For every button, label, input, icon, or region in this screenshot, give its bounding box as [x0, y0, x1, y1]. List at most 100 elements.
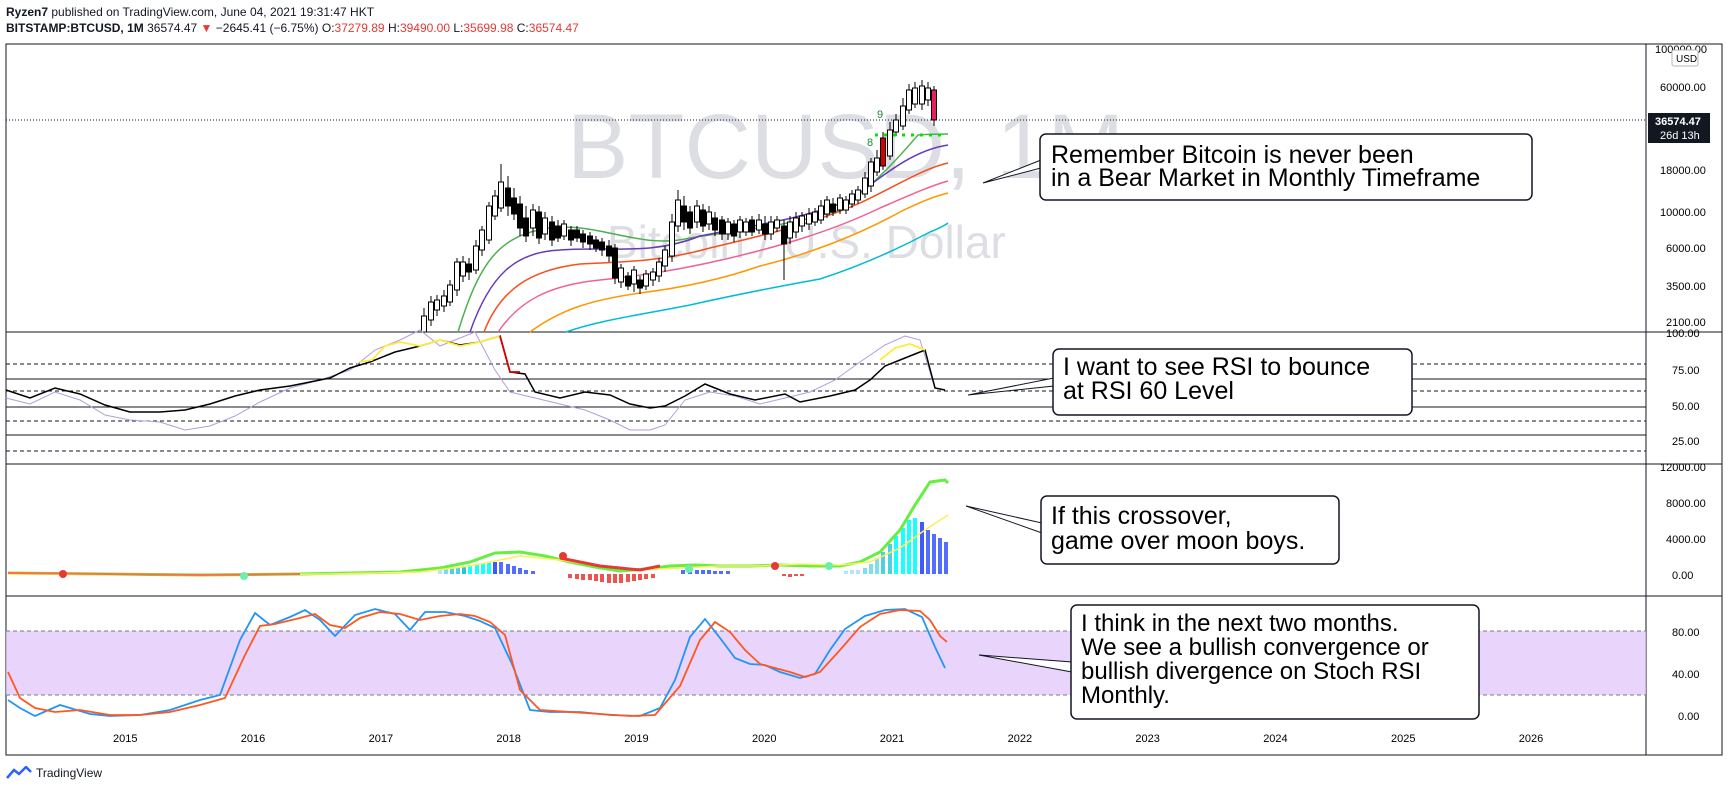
price-candle	[700, 204, 706, 232]
open-label: O:	[321, 21, 335, 35]
price-tick: 10000.00	[1660, 207, 1706, 219]
price-candle	[837, 194, 843, 214]
price-candle	[830, 198, 836, 216]
price-candle	[511, 188, 517, 220]
price-candle	[473, 240, 479, 274]
macd-bar	[894, 536, 898, 574]
close-label: C:	[516, 21, 529, 35]
stoch-tick: 80.00	[1672, 627, 1700, 639]
symbol-label[interactable]: BITSTAMP:BTCUSD, 1M	[6, 21, 144, 35]
price-axis[interactable]: 100000.00 USD 60000.00 18000.00 10000.00…	[1648, 44, 1710, 329]
macd-bear-segment	[559, 556, 661, 572]
time-tick: 2025	[1391, 733, 1415, 745]
price-candle	[561, 220, 567, 240]
macd-tick: 0.00	[1672, 570, 1693, 582]
price-candle	[631, 266, 637, 292]
stoch-axis[interactable]: 80.00 40.00 0.00	[1672, 627, 1700, 723]
price-candle	[880, 132, 886, 170]
macd-bar	[588, 574, 592, 580]
price-candle	[712, 212, 718, 236]
price-candle	[681, 196, 687, 230]
price-candle	[806, 208, 812, 230]
macd-bar	[782, 574, 786, 576]
time-tick: 2017	[369, 733, 393, 745]
macd-bar	[644, 574, 648, 579]
price-candle	[517, 196, 523, 236]
macd-bar	[600, 574, 604, 582]
rsi-overbought-segment	[359, 335, 501, 363]
price-candle	[787, 216, 793, 244]
macd-bar	[920, 522, 924, 574]
countdown-label: 26d 13h	[1660, 130, 1700, 142]
callout-text-line: We see a bullish convergence or	[1081, 634, 1429, 661]
price-candle	[492, 190, 498, 220]
price-tick: 3500.00	[1666, 281, 1706, 293]
macd-bar	[719, 571, 723, 574]
cross-marker-green	[685, 565, 693, 573]
price-candle	[555, 220, 561, 242]
ema-line-pink	[497, 180, 949, 333]
price-candle	[925, 82, 931, 106]
macd-bar	[844, 571, 848, 574]
price-candle	[731, 220, 737, 242]
price-candle	[574, 226, 580, 242]
macd-bar	[932, 534, 936, 574]
low-value: 35699.98	[463, 21, 514, 35]
low-label: L:	[453, 21, 464, 35]
macd-bar	[531, 571, 535, 574]
rsi-axis[interactable]: 100.00 75.00 50.00 25.00	[1666, 328, 1700, 448]
macd-bar	[681, 570, 685, 574]
macd-bar	[481, 563, 485, 574]
cross-marker-red	[59, 570, 67, 578]
price-candle	[855, 186, 861, 204]
callout-rsi-bounce[interactable]: I want to see RSI to bounce at RSI 60 Le…	[967, 348, 1413, 416]
macd-axis[interactable]: 12000.00 8000.00 4000.00 0.00	[1660, 462, 1706, 582]
open-value: 37279.89	[334, 21, 385, 35]
price-candle	[498, 164, 504, 212]
callout-crossover[interactable]: If this crossover, game over moon boys.	[965, 495, 1340, 565]
price-candle	[675, 190, 681, 232]
high-label: H:	[387, 21, 400, 35]
macd-bar	[499, 562, 503, 574]
price-tick: 2100.00	[1666, 317, 1706, 329]
macd-bar	[701, 570, 705, 574]
price-candle	[612, 244, 618, 284]
macd-bar	[926, 530, 930, 574]
macd-bar	[506, 564, 510, 574]
price-candle	[824, 196, 830, 218]
macd-bar	[575, 574, 579, 579]
rsi-drop-segment	[499, 335, 520, 373]
price-candle	[818, 200, 824, 224]
price-candle	[479, 226, 485, 256]
price-candle	[737, 216, 743, 238]
macd-bar	[524, 570, 528, 574]
ema-line-orange	[529, 192, 949, 333]
macd-bar	[475, 564, 479, 574]
author-name[interactable]: Ryzen7	[6, 5, 49, 19]
price-candle	[428, 296, 434, 326]
price-tick: 60000.00	[1660, 82, 1706, 94]
macd-bar	[881, 552, 885, 574]
price-candle	[768, 216, 774, 240]
macd-bar	[613, 574, 617, 583]
price-candle	[756, 214, 762, 234]
price-candle	[762, 216, 768, 240]
price-candle	[719, 216, 725, 240]
time-axis[interactable]: 2015 2016 2017 2018 2019 2020 2021 2022 2023 2024…	[113, 733, 1543, 745]
price-candle	[781, 220, 787, 280]
callout-stoch-rsi[interactable]: I think in the next two months. We see a…	[978, 604, 1480, 720]
macd-bar	[638, 574, 642, 580]
callout-bear-market[interactable]: Remember Bitcoin is never been in a Bear…	[982, 133, 1533, 201]
price-candle	[643, 270, 649, 290]
macd-bar	[695, 570, 699, 574]
callout-text-line: If this crossover,	[1051, 502, 1232, 530]
change-value: −2645.41 (−6.75%)	[215, 21, 319, 35]
tradingview-branding[interactable]: TradingView	[6, 766, 102, 780]
macd-bar	[651, 574, 655, 578]
price-candle	[662, 246, 668, 272]
tradingview-logo-icon	[6, 766, 32, 779]
macd-bar	[581, 574, 585, 580]
price-candle	[912, 82, 918, 108]
price-candle	[593, 236, 599, 252]
